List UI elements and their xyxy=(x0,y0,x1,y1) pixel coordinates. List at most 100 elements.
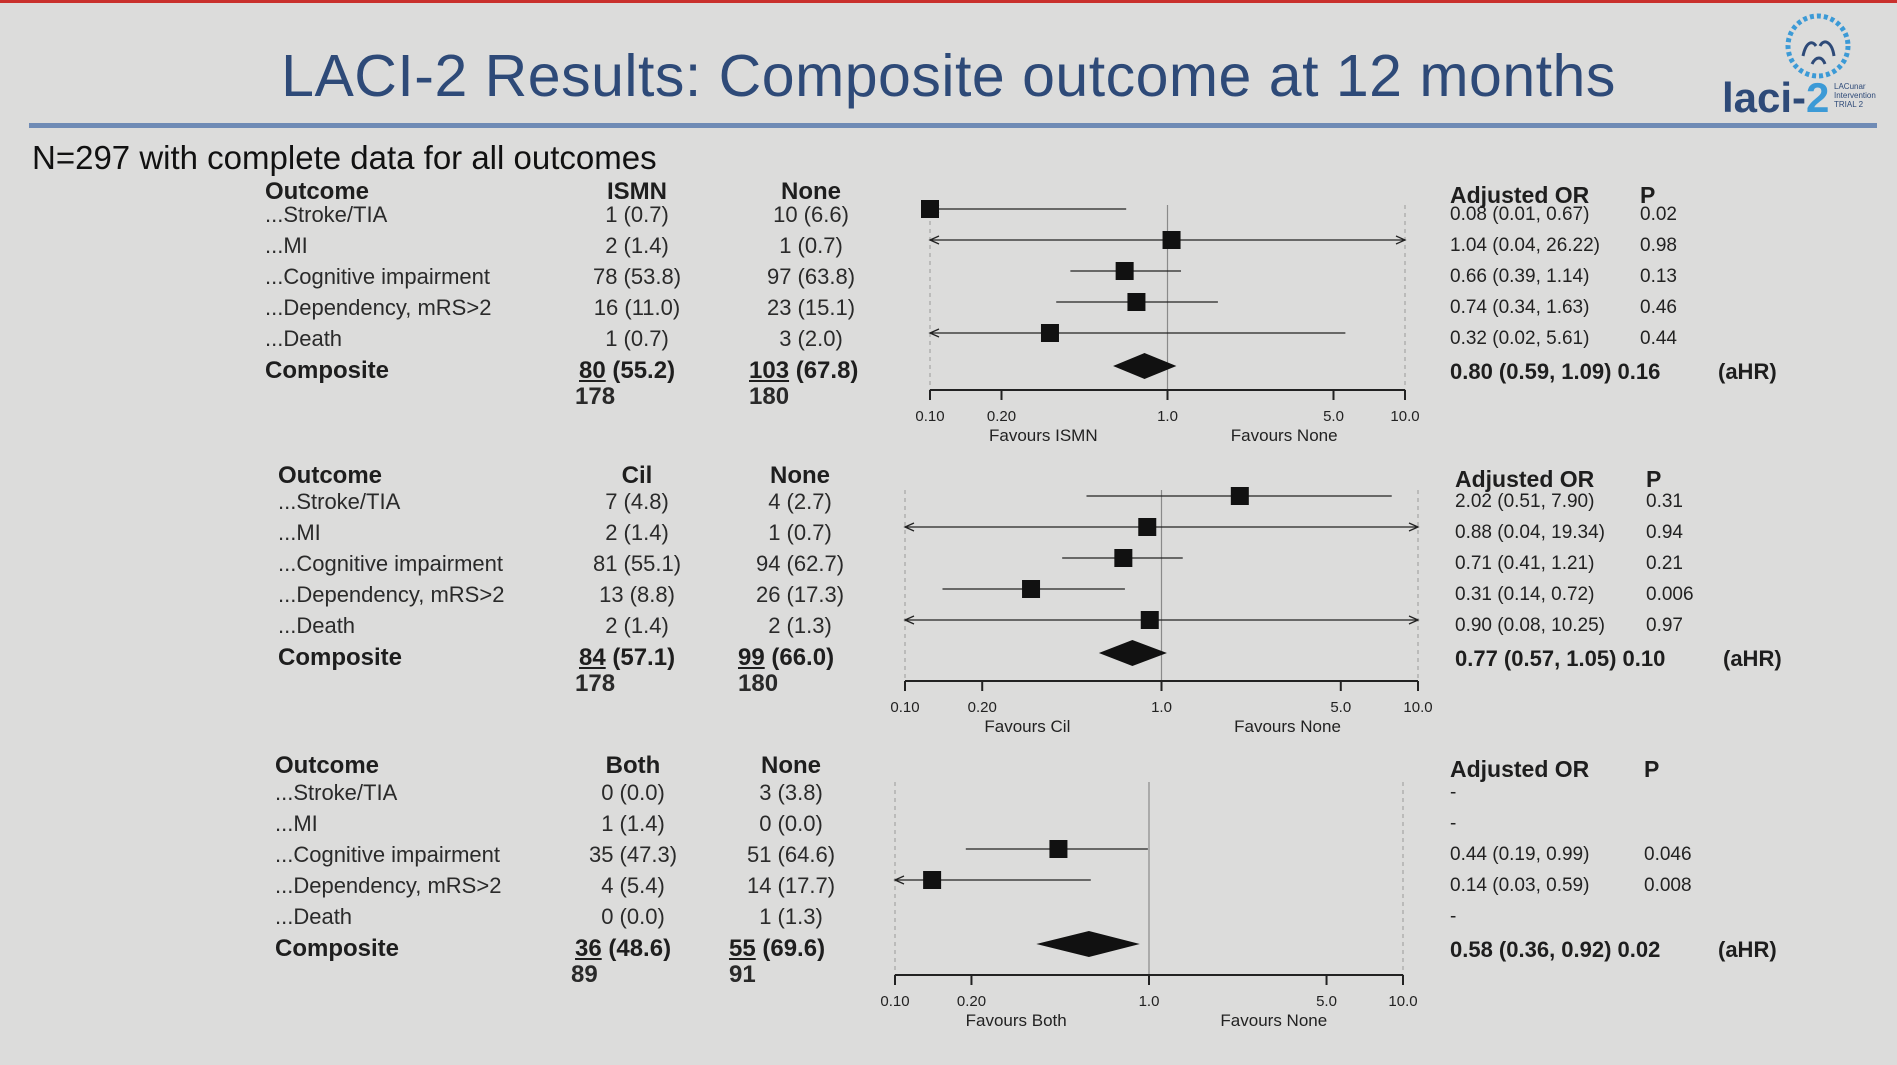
outcome-header: Outcome xyxy=(275,752,380,779)
control-count: 14 (17.7) xyxy=(746,873,836,898)
point-estimate xyxy=(1162,231,1181,249)
control-count: 3 (2.0) xyxy=(779,326,843,351)
favours-right-label: Favours None xyxy=(1234,717,1341,736)
point-estimate xyxy=(1138,518,1157,536)
composite-or: 0.58 (0.36, 0.92) 0.02 xyxy=(1450,937,1661,962)
group-total: 178 xyxy=(575,670,616,697)
x-tick-label: 0.20 xyxy=(968,699,997,716)
or-header: Adjusted OR xyxy=(1450,756,1590,782)
composite-group: 80 (55.2) xyxy=(579,357,675,385)
composite-control-n: 103 xyxy=(749,357,790,384)
composite-group-pct: (48.6) xyxy=(601,935,672,962)
outcome-label: ...Death xyxy=(278,613,356,638)
x-tick-label: 0.10 xyxy=(880,993,909,1010)
composite-control-pct: (67.8) xyxy=(789,357,859,384)
x-tick-label: 5.0 xyxy=(1316,993,1337,1010)
control-total: 180 xyxy=(749,383,790,410)
p-value: 0.13 xyxy=(1640,266,1677,287)
control-count: 1 (1.3) xyxy=(759,904,823,929)
group-count: 1 (0.7) xyxy=(605,202,669,227)
point-estimate xyxy=(1040,324,1059,342)
adjusted-or: 0.90 (0.08, 10.25) xyxy=(1455,615,1605,636)
outcome-label: ...Death xyxy=(275,904,353,929)
adjusted-or: - xyxy=(1450,906,1457,927)
composite-control: 99 (66.0) xyxy=(738,644,834,672)
x-tick-label: 0.10 xyxy=(890,699,919,716)
outcome-label: ...MI xyxy=(265,233,308,258)
p-value: 0.94 xyxy=(1646,522,1683,543)
composite-group-n: 36 xyxy=(575,935,602,962)
or-header: Adjusted OR xyxy=(1450,182,1590,208)
adjusted-or: 0.08 (0.01, 0.67) xyxy=(1450,204,1590,225)
composite-diamond xyxy=(1113,353,1177,379)
control-count: 0 (0.0) xyxy=(759,811,823,836)
control-count: 23 (15.1) xyxy=(766,295,856,320)
group-count: 0 (0.0) xyxy=(601,780,665,805)
outcome-label: ...Cognitive impairment xyxy=(275,842,500,867)
favours-left-label: Favours Both xyxy=(966,1011,1067,1030)
point-estimate xyxy=(1140,611,1159,629)
composite-label: Composite xyxy=(278,644,403,671)
p-header: P xyxy=(1644,756,1660,782)
outcome-label: ...MI xyxy=(278,520,321,545)
outcome-label: ...Dependency, mRS>2 xyxy=(278,582,505,607)
x-tick-label: 5.0 xyxy=(1323,408,1344,425)
point-estimate xyxy=(1127,293,1146,311)
control-count: 4 (2.7) xyxy=(768,489,832,514)
composite-control-pct: (66.0) xyxy=(764,644,835,671)
group-count: 1 (1.4) xyxy=(601,811,665,836)
ci-right-arrow xyxy=(1408,522,1420,532)
control-count: 97 (63.8) xyxy=(766,264,856,289)
p-value: 0.44 xyxy=(1640,328,1677,349)
group-count: 4 (5.4) xyxy=(601,873,665,898)
ci-left-arrow xyxy=(903,615,915,625)
x-tick-label: 10.0 xyxy=(1390,408,1419,425)
outcome-label: ...Dependency, mRS>2 xyxy=(275,873,502,898)
adjusted-or: 0.31 (0.14, 0.72) xyxy=(1455,584,1595,605)
group-count: 16 (11.0) xyxy=(593,295,681,320)
adjusted-or: 0.66 (0.39, 1.14) xyxy=(1450,266,1590,287)
favours-right-label: Favours None xyxy=(1231,426,1338,445)
composite-group-n: 80 xyxy=(579,357,606,384)
logo-tagline: LACunar Intervention TRIAL 2 xyxy=(1834,82,1876,109)
control-header: None xyxy=(770,462,830,489)
control-count: 3 (3.8) xyxy=(759,780,823,805)
adjusted-or: 2.02 (0.51, 7.90) xyxy=(1455,491,1595,512)
p-value: 0.006 xyxy=(1646,584,1694,605)
outcome-header: Outcome xyxy=(265,178,370,205)
composite-group-n: 84 xyxy=(579,644,606,671)
x-tick-label: 10.0 xyxy=(1403,699,1432,716)
x-tick-label: 1.0 xyxy=(1151,699,1172,716)
outcome-label: ...MI xyxy=(275,811,318,836)
outcome-label: ...Stroke/TIA xyxy=(278,489,401,514)
p-header: P xyxy=(1646,466,1662,492)
favours-left-label: Favours ISMN xyxy=(989,426,1098,445)
x-tick-label: 1.0 xyxy=(1157,408,1178,425)
composite-group-pct: (55.2) xyxy=(605,357,676,384)
top-accent-line xyxy=(0,0,1897,3)
ci-left-arrow xyxy=(893,875,905,885)
composite-or: 0.80 (0.59, 1.09) 0.16 xyxy=(1450,359,1661,384)
group-total: 89 xyxy=(571,961,598,988)
favours-right-label: Favours None xyxy=(1220,1011,1327,1030)
composite-diamond xyxy=(1098,640,1167,666)
adjusted-or: 0.44 (0.19, 0.99) xyxy=(1450,844,1590,865)
group-count: 0 (0.0) xyxy=(601,904,665,929)
control-count: 94 (62.7) xyxy=(755,551,845,576)
favours-left-label: Favours Cil xyxy=(984,717,1070,736)
ci-left-arrow xyxy=(903,522,915,532)
adjusted-or: 0.88 (0.04, 19.34) xyxy=(1455,522,1605,543)
group-count: 2 (1.4) xyxy=(605,613,669,638)
adjusted-or: 1.04 (0.04, 26.22) xyxy=(1450,235,1600,256)
group-count: 1 (0.7) xyxy=(605,326,669,351)
p-value: 0.97 xyxy=(1646,615,1683,636)
ci-right-arrow xyxy=(1408,615,1420,625)
point-estimate xyxy=(1230,487,1249,505)
slide-subtitle: N=297 with complete data for all outcome… xyxy=(32,139,657,176)
composite-control: 55 (69.6) xyxy=(729,935,825,963)
or-header: Adjusted OR xyxy=(1455,466,1595,492)
outcome-label: ...Stroke/TIA xyxy=(275,780,398,805)
control-total: 91 xyxy=(729,961,756,988)
